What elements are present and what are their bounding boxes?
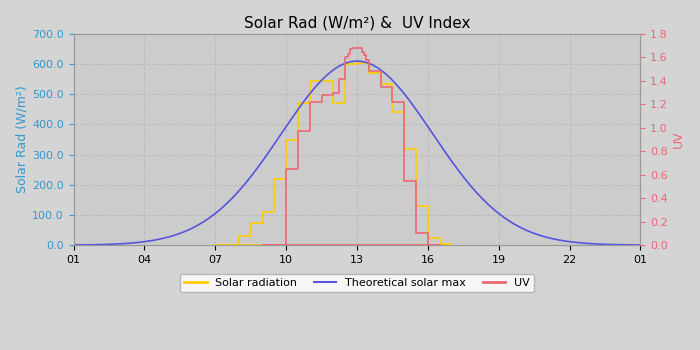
Legend: Solar radiation, Theoretical solar max, UV: Solar radiation, Theoretical solar max, …	[180, 274, 534, 293]
Y-axis label: UV: UV	[672, 131, 685, 148]
Y-axis label: Solar Rad (W/m²): Solar Rad (W/m²)	[15, 86, 28, 194]
Title: Solar Rad (W/m²) &  UV Index: Solar Rad (W/m²) & UV Index	[244, 15, 470, 30]
